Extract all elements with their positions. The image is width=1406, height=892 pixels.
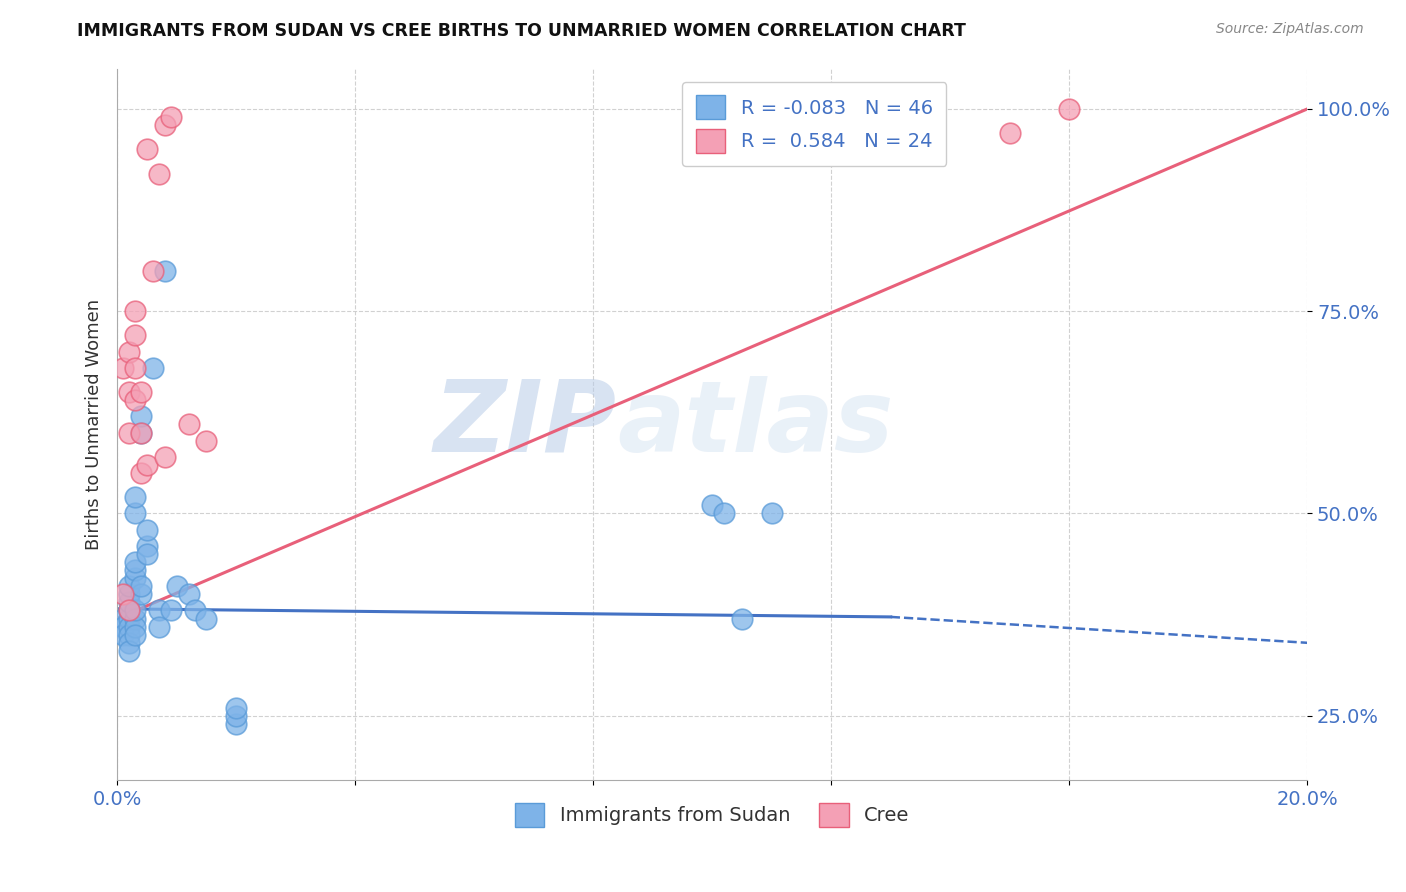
Point: [124, 603, 146, 617]
Point: [124, 328, 146, 343]
Point: [129, 385, 152, 400]
Point: [112, 587, 135, 601]
Point: [183, 603, 205, 617]
Text: ZIP: ZIP: [434, 376, 617, 473]
Point: [136, 539, 159, 553]
Point: [153, 118, 176, 132]
Point: [148, 603, 170, 617]
Point: [153, 450, 176, 464]
Point: [129, 425, 152, 440]
Point: [118, 611, 141, 625]
Point: [177, 417, 200, 432]
Point: [225, 716, 247, 731]
Point: [118, 603, 141, 617]
Point: [124, 360, 146, 375]
Point: [1057, 102, 1080, 116]
Point: [159, 110, 181, 124]
Point: [225, 708, 247, 723]
Point: [225, 700, 247, 714]
Point: [118, 587, 141, 601]
Point: [761, 507, 783, 521]
Point: [136, 547, 159, 561]
Point: [129, 579, 152, 593]
Point: [713, 507, 735, 521]
Point: [166, 579, 188, 593]
Point: [129, 409, 152, 424]
Point: [129, 587, 152, 601]
Point: [118, 385, 141, 400]
Legend: Immigrants from Sudan, Cree: Immigrants from Sudan, Cree: [508, 796, 917, 835]
Point: [195, 434, 218, 448]
Point: [124, 611, 146, 625]
Point: [124, 304, 146, 318]
Point: [118, 425, 141, 440]
Point: [136, 523, 159, 537]
Point: [124, 571, 146, 585]
Point: [124, 393, 146, 408]
Point: [998, 126, 1021, 140]
Point: [731, 611, 754, 625]
Point: [153, 264, 176, 278]
Point: [118, 603, 141, 617]
Text: atlas: atlas: [617, 376, 894, 473]
Point: [124, 563, 146, 577]
Point: [136, 458, 159, 472]
Point: [118, 644, 141, 658]
Point: [159, 603, 181, 617]
Point: [112, 619, 135, 633]
Point: [129, 425, 152, 440]
Point: [124, 555, 146, 569]
Point: [136, 142, 159, 156]
Point: [195, 611, 218, 625]
Point: [820, 814, 842, 828]
Point: [118, 344, 141, 359]
Point: [118, 603, 141, 617]
Y-axis label: Births to Unmarried Women: Births to Unmarried Women: [86, 299, 103, 550]
Point: [112, 611, 135, 625]
Point: [148, 619, 170, 633]
Point: [124, 619, 146, 633]
Point: [129, 466, 152, 480]
Point: [124, 507, 146, 521]
Point: [124, 628, 146, 642]
Point: [118, 636, 141, 650]
Point: [124, 490, 146, 504]
Text: IMMIGRANTS FROM SUDAN VS CREE BIRTHS TO UNMARRIED WOMEN CORRELATION CHART: IMMIGRANTS FROM SUDAN VS CREE BIRTHS TO …: [77, 22, 966, 40]
Point: [118, 579, 141, 593]
Point: [118, 628, 141, 642]
Point: [142, 360, 165, 375]
Point: [112, 360, 135, 375]
Point: [148, 167, 170, 181]
Point: [142, 264, 165, 278]
Text: Source: ZipAtlas.com: Source: ZipAtlas.com: [1216, 22, 1364, 37]
Point: [118, 595, 141, 609]
Point: [702, 498, 724, 512]
Point: [112, 628, 135, 642]
Point: [118, 619, 141, 633]
Point: [177, 587, 200, 601]
